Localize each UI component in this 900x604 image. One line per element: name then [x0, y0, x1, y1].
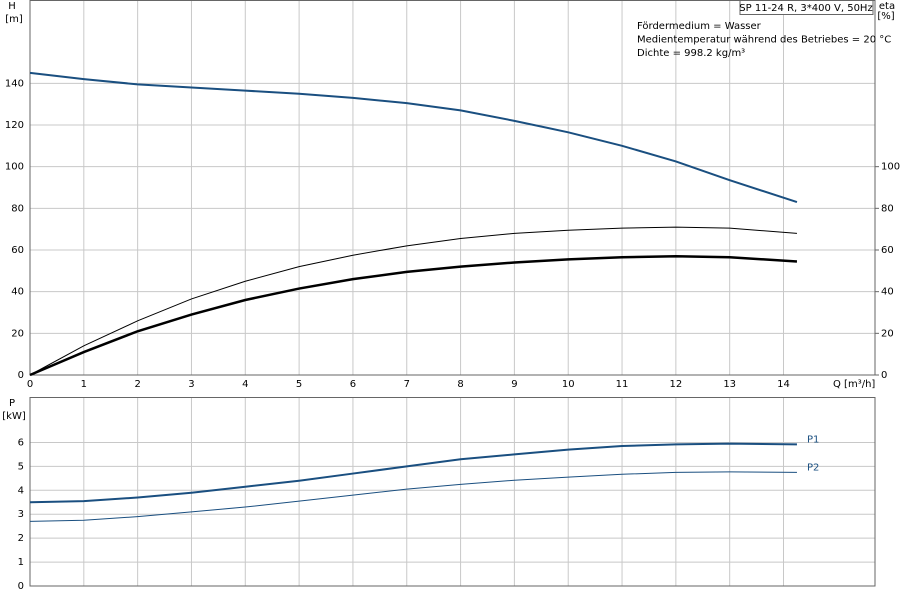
y-tick-label: 20	[11, 328, 24, 339]
annotation: Medientemperatur während des Betriebes =…	[637, 35, 891, 46]
y-tick-label: 80	[11, 203, 24, 214]
y2-tick-label: 40	[881, 287, 894, 298]
x-tick-label: 6	[350, 379, 356, 390]
chart-title: SP 11-24 R, 3*400 V, 50Hz	[739, 3, 872, 14]
x-tick-label: 12	[669, 379, 682, 390]
annotation: Fördermedium = Wasser	[637, 21, 762, 32]
y-tick-label: 140	[5, 78, 24, 89]
plot-frame	[29, 0, 876, 376]
series-label: P2	[807, 462, 819, 473]
y2-tick-label: 20	[881, 328, 894, 339]
y-tick-label: 100	[5, 162, 24, 173]
y-tick-label: 2	[18, 533, 24, 544]
annotation: Dichte = 998.2 kg/m³	[637, 48, 745, 59]
y-tick-label: 1	[18, 557, 24, 568]
series-line	[29, 471, 797, 522]
y-label: P	[9, 398, 15, 409]
y-tick-label: 60	[11, 245, 24, 256]
y-label: H	[8, 1, 16, 12]
y-unit: [m]	[5, 14, 23, 25]
y2-label: eta	[879, 1, 895, 12]
y2-tick-label: 80	[881, 203, 894, 214]
x-tick-label: 4	[242, 379, 248, 390]
x-tick-label: 14	[777, 379, 790, 390]
y-tick-label: 0	[18, 581, 24, 592]
x-label: Q [m³/h]	[833, 379, 875, 390]
title-box	[739, 0, 874, 15]
plot-frame	[29, 397, 876, 587]
y-tick-label: 0	[18, 370, 24, 381]
x-tick-label: 5	[296, 379, 302, 390]
x-tick-label: 3	[188, 379, 194, 390]
y2-tick-label: 0	[881, 370, 887, 381]
series-line	[29, 254, 798, 377]
series-line	[29, 442, 797, 504]
x-tick-label: 0	[27, 379, 33, 390]
y-tick-label: 4	[18, 485, 24, 496]
x-tick-label: 13	[723, 379, 736, 390]
y2-unit: [%]	[877, 11, 894, 22]
x-tick-label: 11	[616, 379, 629, 390]
series-line	[29, 71, 798, 204]
x-tick-label: 9	[511, 379, 517, 390]
x-tick-label: 8	[457, 379, 463, 390]
x-tick-label: 7	[404, 379, 410, 390]
y2-tick-label: 60	[881, 245, 894, 256]
y-tick-label: 3	[18, 509, 24, 520]
y-tick-label: 120	[5, 120, 24, 131]
x-tick-label: 2	[134, 379, 140, 390]
y-tick-label: 5	[18, 461, 24, 472]
x-tick-label: 1	[81, 379, 87, 390]
y2-tick-label: 100	[881, 162, 900, 173]
y-tick-label: 40	[11, 287, 24, 298]
y-unit: [kW]	[2, 411, 26, 422]
y-tick-label: 6	[18, 437, 24, 448]
series-line	[29, 226, 797, 376]
x-tick-label: 10	[562, 379, 575, 390]
series-label: P1	[807, 434, 819, 445]
